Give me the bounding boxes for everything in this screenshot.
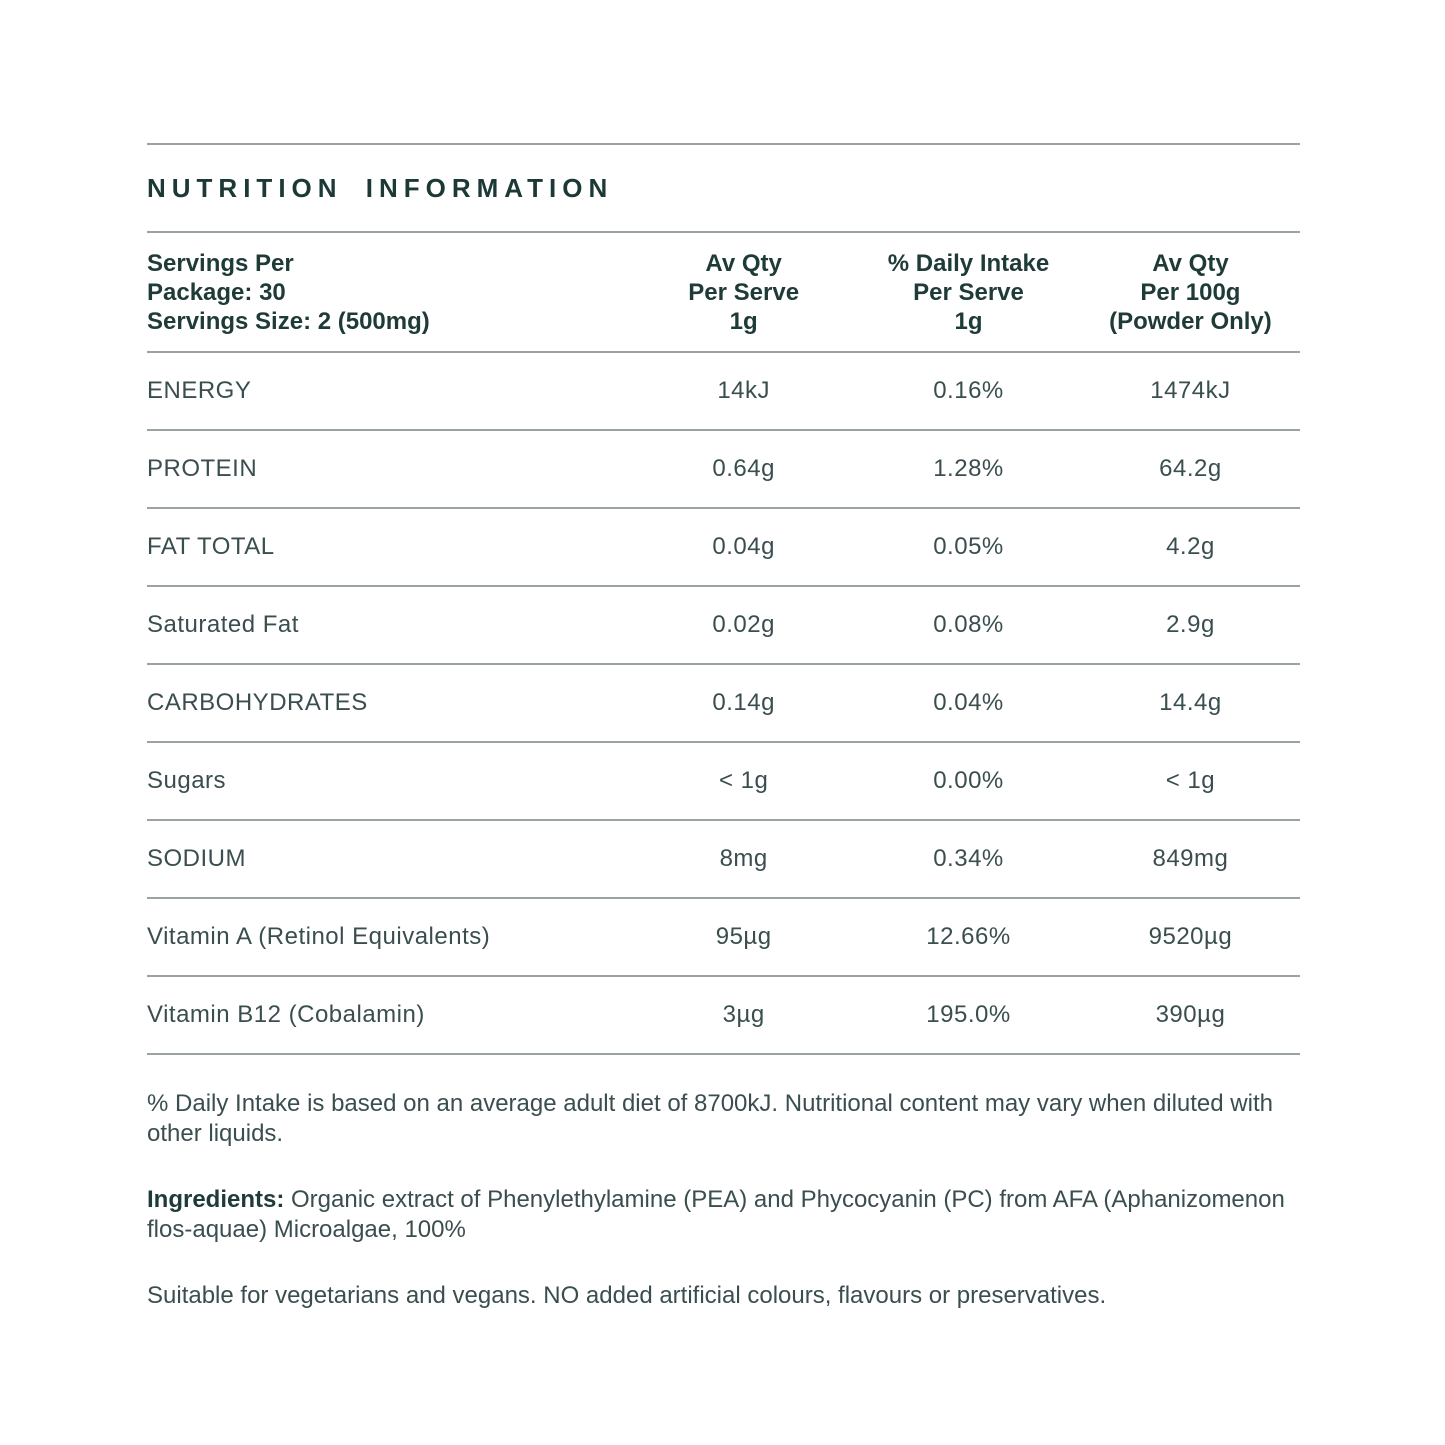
row-rule	[147, 351, 1300, 353]
nutrient-per-100g: 2.9g	[1166, 611, 1215, 638]
nutrient-daily-intake: 0.00%	[933, 767, 1004, 794]
page-title: NUTRITION INFORMATION	[147, 172, 614, 203]
nutrient-per-100g: 1474kJ	[1150, 377, 1231, 404]
header-line: % Daily Intake	[887, 249, 1050, 277]
nutrient-per-serve: 8mg	[719, 845, 768, 872]
nutrient-per-serve: < 1g	[718, 767, 769, 794]
nutrient-per-serve: 95µg	[715, 923, 772, 950]
header-line: 1g	[729, 307, 758, 335]
table-row-vitamin-b12: Vitamin B12 (Cobalamin) 3µg 195.0% 390µg	[147, 977, 1300, 1053]
nutrient-per-100g: 4.2g	[1166, 533, 1215, 560]
title-section: NUTRITION INFORMATION	[147, 145, 1300, 231]
nutrient-label: SODIUM	[147, 845, 246, 872]
nutrient-daily-intake: 0.34%	[933, 845, 1004, 872]
nutrient-label: Vitamin B12 (Cobalamin)	[147, 1001, 425, 1028]
row-rule	[147, 507, 1300, 509]
row-rule	[147, 585, 1300, 587]
daily-intake-note: % Daily Intake is based on an average ad…	[147, 1090, 1273, 1147]
row-rule	[147, 663, 1300, 665]
nutrient-per-serve: 0.64g	[712, 455, 775, 482]
table-header-row: Servings Per Package: 30 Servings Size: …	[147, 233, 1300, 351]
nutrient-label: Sugars	[147, 767, 227, 794]
header-servings-line: Servings Per	[147, 249, 294, 277]
table-row-protein: PROTEIN 0.64g 1.28% 64.2g	[147, 431, 1300, 507]
table-row-saturated-fat: Saturated Fat 0.02g 0.08% 2.9g	[147, 587, 1300, 663]
table-row-energy: ENERGY 14kJ 0.16% 1474kJ	[147, 353, 1300, 429]
nutrient-label: CARBOHYDRATES	[147, 689, 368, 716]
nutrient-per-100g: 390µg	[1155, 1001, 1226, 1028]
row-rule	[147, 741, 1300, 743]
header-servings: Servings Per Package: 30 Servings Size: …	[147, 249, 631, 336]
top-rule	[147, 143, 1300, 145]
header-servings-line: Servings Size: 2 (500mg)	[147, 307, 430, 335]
nutrient-label: FAT TOTAL	[147, 533, 275, 560]
ingredients-label: Ingredients:	[147, 1186, 285, 1213]
nutrient-daily-intake: 1.28%	[933, 455, 1004, 482]
row-rule	[147, 897, 1300, 899]
nutrient-per-100g: < 1g	[1165, 767, 1216, 794]
table-row-fat-total: FAT TOTAL 0.04g 0.05% 4.2g	[147, 509, 1300, 585]
nutrient-label: PROTEIN	[147, 455, 258, 482]
table-row-sodium: SODIUM 8mg 0.34% 849mg	[147, 821, 1300, 897]
nutrient-daily-intake: 195.0%	[926, 1001, 1011, 1028]
nutrient-daily-intake: 0.16%	[933, 377, 1004, 404]
header-daily-intake: % Daily Intake Per Serve 1g	[856, 249, 1081, 336]
table-row-carbohydrates: CARBOHYDRATES 0.14g 0.04% 14.4g	[147, 665, 1300, 741]
nutrient-label: Vitamin A (Retinol Equivalents)	[147, 923, 491, 950]
row-rule	[147, 1053, 1300, 1055]
nutrient-per-100g: 849mg	[1152, 845, 1229, 872]
nutrient-daily-intake: 0.08%	[933, 611, 1004, 638]
header-line: Per Serve	[913, 278, 1024, 306]
header-av-qty-per-100g: Av Qty Per 100g (Powder Only)	[1081, 249, 1300, 336]
nutrient-label: Saturated Fat	[147, 611, 299, 638]
nutrient-label: ENERGY	[147, 377, 252, 404]
suitability-note: Suitable for vegetarians and vegans. NO …	[147, 1282, 1107, 1309]
nutrient-per-100g: 14.4g	[1159, 689, 1222, 716]
header-line: Av Qty	[705, 249, 782, 277]
header-line: Av Qty	[1152, 249, 1229, 277]
ingredients-note: Ingredients: Organic extract of Phenylet…	[147, 1185, 1300, 1245]
nutrient-per-serve: 14kJ	[717, 377, 771, 404]
header-line: Per 100g	[1140, 278, 1241, 306]
title-rule	[147, 231, 1300, 233]
ingredients-text: Organic extract of Phenylethylamine (PEA…	[147, 1186, 1285, 1243]
header-servings-line: Package: 30	[147, 278, 286, 306]
nutrient-per-serve: 0.02g	[712, 611, 775, 638]
nutrient-per-serve: 0.04g	[712, 533, 775, 560]
nutrient-per-serve: 0.14g	[712, 689, 775, 716]
nutrient-per-100g: 64.2g	[1159, 455, 1222, 482]
header-line: 1g	[954, 307, 983, 335]
nutrient-per-100g: 9520µg	[1148, 923, 1233, 950]
row-rule	[147, 429, 1300, 431]
header-line: (Powder Only)	[1109, 307, 1272, 335]
row-rule	[147, 975, 1300, 977]
nutrient-daily-intake: 12.66%	[926, 923, 1011, 950]
row-rule	[147, 819, 1300, 821]
nutrition-panel: NUTRITION INFORMATION Servings Per Packa…	[147, 143, 1300, 1335]
table-row-vitamin-a: Vitamin A (Retinol Equivalents) 95µg 12.…	[147, 899, 1300, 975]
nutrient-daily-intake: 0.05%	[933, 533, 1004, 560]
nutrient-daily-intake: 0.04%	[933, 689, 1004, 716]
nutrient-per-serve: 3µg	[722, 1001, 765, 1028]
header-line: Per Serve	[688, 278, 800, 306]
table-row-sugars: Sugars < 1g 0.00% < 1g	[147, 743, 1300, 819]
header-av-qty-per-serve: Av Qty Per Serve 1g	[631, 249, 856, 336]
